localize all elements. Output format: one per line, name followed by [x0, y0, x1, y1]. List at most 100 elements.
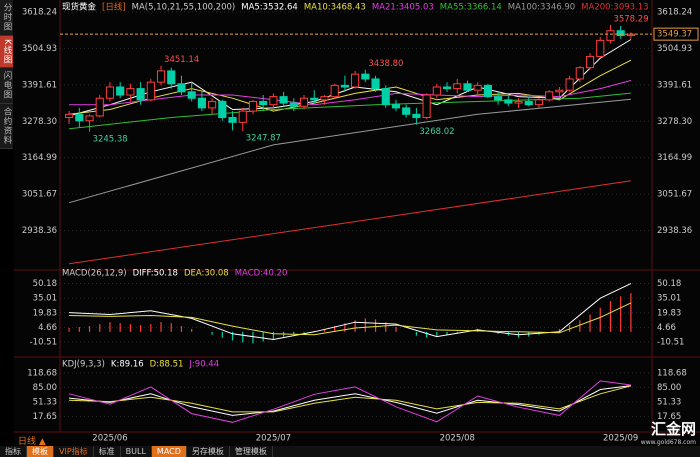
y-tick-label: 3504.93 — [22, 44, 57, 54]
candle-body — [381, 88, 390, 106]
y-tick-label: 17.65 — [33, 412, 57, 422]
y-tick-label: 35.01 — [33, 294, 57, 304]
y-tick-label: 50.18 — [33, 279, 57, 289]
legend-label: D:88.51 — [150, 360, 184, 370]
y-tick-label-right: -10.51 — [657, 337, 684, 347]
y-tick-label-right: 118.68 — [657, 368, 687, 378]
candle-body — [218, 100, 227, 119]
candle-body — [116, 86, 125, 96]
candle-body — [279, 96, 288, 104]
legend-label: MA5:3532.64 — [241, 3, 298, 13]
side-tabs: 分时图 K线图 闪电图 合约资料 — [0, 0, 13, 149]
candle-body — [524, 100, 533, 106]
legend-label: MA100:3346.90 — [508, 3, 575, 13]
candle-body — [228, 117, 237, 123]
toolbar-button[interactable]: 指标 — [0, 446, 27, 457]
indicator-line — [69, 180, 631, 265]
candle-body — [85, 115, 94, 122]
y-tick-label: 118.68 — [27, 368, 57, 378]
tab[interactable]: 分时图 — [0, 0, 13, 36]
candle-body — [361, 73, 370, 80]
y-tick-label-right: 3391.61 — [657, 80, 692, 90]
y-tick-label: 51.33 — [33, 397, 57, 407]
indicator-line — [69, 385, 632, 413]
y-tick-label-right: 2938.36 — [657, 226, 692, 236]
y-tick-label-right: 50.18 — [657, 279, 681, 289]
legend-label: MACD(26,12,9) — [62, 269, 127, 279]
legend-label: DEA:30.08 — [184, 269, 229, 279]
x-tick-label: 2025/07 — [256, 434, 291, 444]
indicator-line — [69, 92, 631, 130]
y-tick-label-right: 3618.24 — [657, 7, 692, 17]
y-tick-label: 3618.24 — [22, 7, 57, 17]
indicator-line — [68, 98, 631, 204]
candle-body — [545, 91, 554, 101]
y-tick-label-right: 3164.99 — [657, 153, 692, 163]
candle-body — [126, 88, 135, 96]
toolbar-button[interactable]: 模板 — [27, 446, 54, 457]
y-tick-label: 3278.30 — [22, 117, 57, 127]
candle-body — [422, 94, 431, 119]
toolbar-button[interactable]: 另存模板 — [187, 446, 230, 457]
toolbar-button[interactable]: BULL — [121, 446, 152, 457]
toolbar-button[interactable]: MACD — [151, 446, 187, 457]
candle-body — [248, 100, 258, 112]
candle-body — [504, 99, 513, 104]
candle-body — [412, 113, 421, 119]
candle-body — [483, 84, 492, 98]
candle-body — [136, 88, 145, 101]
candle-body — [596, 39, 605, 57]
legend-label: [日线] — [102, 2, 126, 13]
candle-body — [442, 86, 452, 90]
toolbar-button[interactable]: VIP指标 — [54, 446, 94, 457]
tab[interactable]: 合约资料 — [0, 103, 13, 149]
y-tick-label-right: 85.00 — [657, 383, 681, 393]
indicator-line — [69, 385, 631, 416]
x-tick-label: 2025/08 — [440, 434, 475, 444]
high-label: 3578.29 — [613, 14, 648, 24]
legend-label: MACD:40.20 — [235, 269, 288, 279]
background — [14, 0, 700, 446]
y-tick-label-right: 3504.93 — [657, 44, 692, 54]
x-tick-label: 2025/06 — [92, 434, 127, 444]
candle-body — [453, 83, 462, 90]
candle-body — [402, 107, 411, 115]
candle-body — [351, 73, 360, 88]
y-tick-label-right: 51.33 — [657, 397, 681, 407]
legend-label: MA55:3366.14 — [440, 3, 502, 13]
candle-body — [177, 83, 186, 93]
toolbar-button[interactable]: 标准 — [94, 446, 121, 457]
candle-body — [320, 96, 329, 101]
candle-body — [432, 86, 441, 96]
candle-body — [187, 91, 196, 99]
candle-body — [463, 83, 472, 91]
candle-body — [473, 84, 482, 91]
legend-label: DIFF:50.18 — [133, 269, 178, 279]
x-tick-label: 2025/09 — [603, 434, 638, 444]
y-tick-label-right: 19.83 — [657, 308, 681, 318]
high-label: 3451.14 — [164, 55, 199, 65]
period-menu[interactable]: 日线 ▲ — [18, 437, 46, 447]
toolbar-button[interactable]: 管理模板 — [230, 446, 273, 457]
legend-label: MA200:3093.13 — [581, 3, 648, 13]
candle-body — [167, 70, 176, 85]
candle-body — [105, 86, 115, 99]
tab[interactable]: K线图 — [0, 35, 13, 69]
candle-body — [616, 30, 625, 37]
candle-body — [289, 102, 298, 107]
candle-body — [259, 100, 268, 106]
y-tick-label: 3391.61 — [22, 80, 57, 90]
y-tick-label: 19.83 — [33, 308, 57, 318]
y-tick-label: 3164.99 — [22, 153, 57, 163]
legend-label: J:90.44 — [188, 360, 219, 370]
candle-body — [95, 97, 104, 117]
y-tick-label: 4.66 — [38, 323, 57, 333]
tab[interactable]: 闪电图 — [0, 68, 13, 104]
low-label: 3268.02 — [419, 127, 454, 137]
legend-label: K:89.16 — [111, 360, 144, 370]
candle-body — [371, 78, 380, 90]
candle-body — [75, 113, 84, 122]
low-label: 3245.38 — [93, 134, 128, 144]
